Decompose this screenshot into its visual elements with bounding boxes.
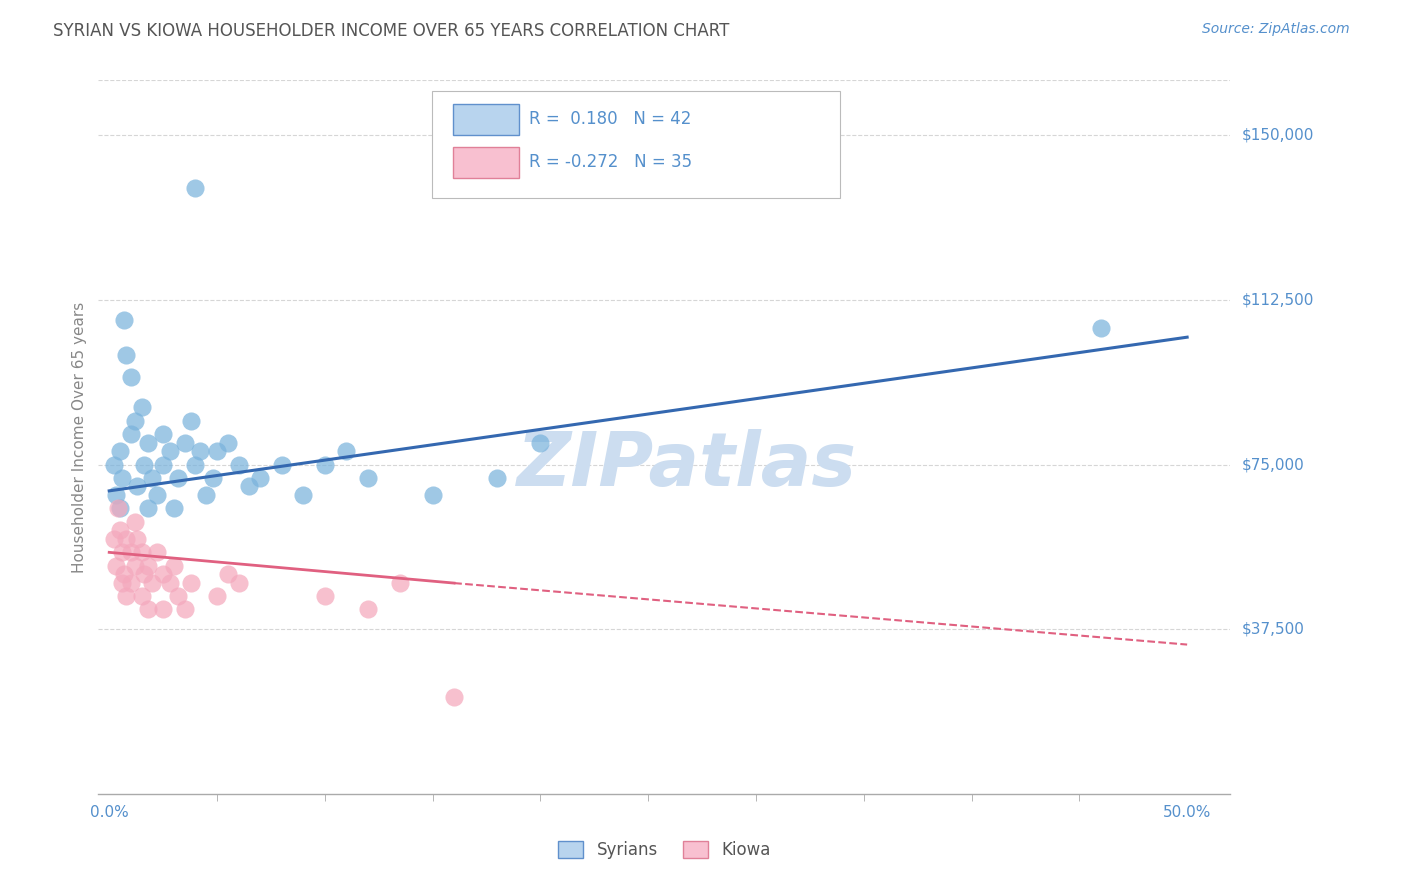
FancyBboxPatch shape	[453, 103, 519, 136]
Point	[159, 576, 181, 591]
Point	[228, 576, 250, 591]
Text: R =  0.180   N = 42: R = 0.180 N = 42	[529, 110, 690, 128]
Point	[115, 532, 138, 546]
Point	[136, 435, 159, 450]
Point	[389, 576, 412, 591]
Point	[249, 471, 271, 485]
Point	[108, 444, 131, 458]
Point	[217, 567, 239, 582]
Y-axis label: Householder Income Over 65 years: Householder Income Over 65 years	[72, 301, 87, 573]
Point	[131, 589, 153, 603]
Point	[159, 444, 181, 458]
Point	[205, 589, 228, 603]
Point	[132, 458, 155, 472]
Point	[145, 488, 167, 502]
Point	[145, 545, 167, 559]
Point	[292, 488, 315, 502]
Point	[124, 414, 146, 428]
Point	[127, 479, 149, 493]
Point	[173, 602, 195, 616]
Point	[188, 444, 211, 458]
Point	[124, 515, 146, 529]
Point	[173, 435, 195, 450]
Point	[103, 532, 125, 546]
Point	[112, 567, 135, 582]
Point	[180, 576, 202, 591]
FancyBboxPatch shape	[453, 146, 519, 178]
Point	[335, 444, 357, 458]
Point	[314, 458, 336, 472]
Point	[136, 558, 159, 573]
Legend: Syrians, Kiowa: Syrians, Kiowa	[550, 833, 779, 868]
Point	[124, 558, 146, 573]
Point	[217, 435, 239, 450]
Point	[132, 567, 155, 582]
Point	[422, 488, 444, 502]
Text: R = -0.272   N = 35: R = -0.272 N = 35	[529, 153, 692, 171]
Point	[529, 435, 551, 450]
Point	[201, 471, 224, 485]
Point	[152, 567, 174, 582]
Text: ZIPatlas: ZIPatlas	[517, 429, 858, 502]
Point	[163, 558, 186, 573]
Point	[167, 471, 190, 485]
Point	[104, 558, 127, 573]
Point	[131, 545, 153, 559]
Point	[120, 426, 142, 441]
Point	[357, 602, 380, 616]
Point	[136, 501, 159, 516]
Point	[228, 458, 250, 472]
Text: $112,500: $112,500	[1241, 293, 1313, 308]
Point	[486, 471, 509, 485]
Point	[120, 369, 142, 384]
Point	[112, 312, 135, 326]
Point	[120, 545, 142, 559]
Point	[103, 458, 125, 472]
Text: SYRIAN VS KIOWA HOUSEHOLDER INCOME OVER 65 YEARS CORRELATION CHART: SYRIAN VS KIOWA HOUSEHOLDER INCOME OVER …	[53, 22, 730, 40]
Point	[195, 488, 218, 502]
Point	[152, 458, 174, 472]
Point	[127, 532, 149, 546]
Point	[115, 589, 138, 603]
Point	[120, 576, 142, 591]
Point	[238, 479, 260, 493]
Point	[111, 471, 134, 485]
Point	[357, 471, 380, 485]
Point	[163, 501, 186, 516]
Text: $150,000: $150,000	[1241, 128, 1313, 143]
FancyBboxPatch shape	[432, 91, 839, 198]
Point	[152, 426, 174, 441]
Point	[104, 488, 127, 502]
Point	[270, 458, 292, 472]
Point	[111, 576, 134, 591]
Point	[314, 589, 336, 603]
Point	[115, 348, 138, 362]
Point	[107, 501, 129, 516]
Point	[111, 545, 134, 559]
Text: $37,500: $37,500	[1241, 622, 1305, 637]
Point	[167, 589, 190, 603]
Point	[180, 414, 202, 428]
Point	[184, 181, 207, 195]
Text: Source: ZipAtlas.com: Source: ZipAtlas.com	[1202, 22, 1350, 37]
Point	[141, 471, 163, 485]
Point	[184, 458, 207, 472]
Point	[136, 602, 159, 616]
Point	[205, 444, 228, 458]
Text: $75,000: $75,000	[1241, 457, 1305, 472]
Point	[131, 401, 153, 415]
Point	[443, 690, 465, 705]
Point	[108, 501, 131, 516]
Point	[152, 602, 174, 616]
Point	[108, 524, 131, 538]
Point	[141, 576, 163, 591]
Point	[1090, 321, 1112, 335]
